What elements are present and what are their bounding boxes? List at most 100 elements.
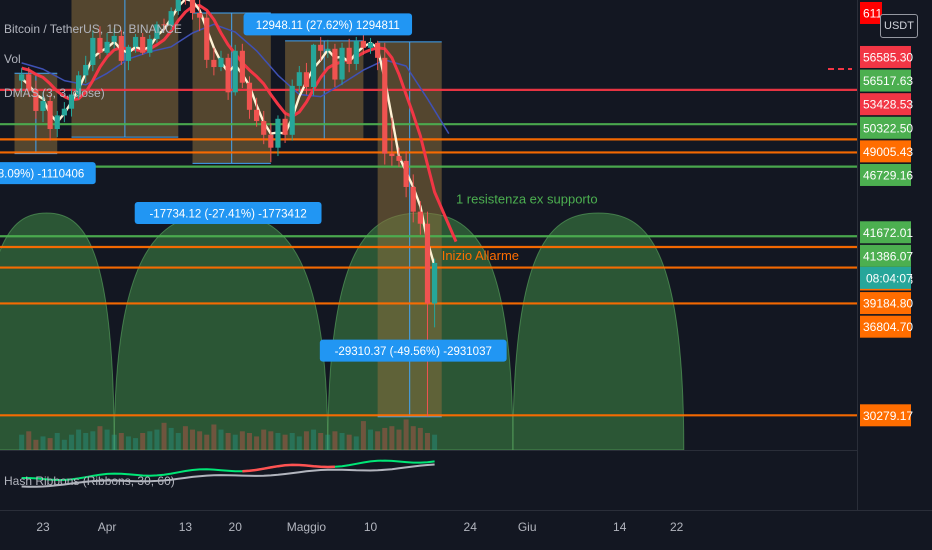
candle[interactable]	[97, 26, 103, 59]
candle[interactable]	[282, 113, 288, 143]
candle[interactable]	[396, 147, 402, 168]
candle[interactable]	[268, 123, 274, 163]
candle[interactable]	[303, 62, 310, 95]
candle[interactable]	[310, 43, 317, 96]
candle[interactable]	[147, 34, 153, 57]
dmas-legend[interactable]: DMAS (3, 3, close)	[4, 86, 105, 100]
candle[interactable]	[403, 151, 409, 198]
candle[interactable]	[26, 67, 32, 97]
volume-bar	[125, 436, 131, 450]
measure-label-bg	[243, 13, 413, 36]
candle[interactable]	[432, 258, 438, 328]
symbol-title[interactable]: Bitcoin / TetherUS, 1D, BINANCE	[4, 22, 182, 36]
price-tag[interactable]: 39184.80	[860, 292, 913, 315]
candle[interactable]	[332, 43, 338, 87]
candles[interactable]	[19, 0, 438, 417]
hash-ribbons-pane[interactable]: Hash Ribbons (Ribbons, 30, 60)160000000.…	[0, 450, 932, 510]
measure-label[interactable]: -17734.12 (-27.41%) -1773412	[134, 201, 322, 224]
candle[interactable]	[132, 33, 139, 53]
volume-bar	[225, 433, 231, 450]
price-tag[interactable]: 50322.50	[860, 116, 913, 139]
candle[interactable]	[168, 7, 174, 31]
ribbon-fast	[21, 459, 435, 482]
candle[interactable]	[183, 0, 188, 5]
candle[interactable]	[189, 0, 196, 20]
candle[interactable]	[239, 43, 245, 89]
candle[interactable]	[275, 115, 281, 157]
candle[interactable]	[254, 97, 260, 127]
measure-label[interactable]: -29310.37 (-49.56%) -2931037	[319, 339, 507, 362]
measure-labels[interactable]: 14936.43 (29.76%) 149364312948.11 (27.62…	[0, 0, 507, 362]
time-tick: 14	[613, 520, 627, 534]
price-tag[interactable]: 46729.16	[860, 163, 913, 186]
candle[interactable]	[61, 102, 67, 123]
candle[interactable]	[261, 110, 267, 145]
candle[interactable]	[118, 30, 124, 65]
candle[interactable]	[375, 40, 381, 71]
candle[interactable]	[367, 37, 374, 54]
candle[interactable]	[76, 71, 82, 99]
candle[interactable]	[325, 39, 331, 58]
price-tag-text: 56585.30	[863, 50, 913, 64]
price-tag[interactable]: 56585.30	[860, 45, 913, 68]
candle[interactable]	[417, 201, 423, 235]
price-tag[interactable]: 49005.43	[860, 140, 913, 163]
measure-label[interactable]: -18.09%) -1110406	[0, 162, 96, 185]
candle[interactable]	[346, 38, 352, 73]
candle[interactable]	[318, 36, 324, 61]
candle[interactable]	[175, 0, 181, 15]
candle[interactable]	[225, 53, 231, 100]
time-tick: Maggio	[287, 520, 327, 534]
candle[interactable]	[389, 117, 395, 166]
price-tag[interactable]: 611	[860, 1, 882, 24]
candle[interactable]	[83, 55, 89, 83]
volume-bar	[47, 438, 53, 450]
candle[interactable]	[68, 89, 75, 117]
volume-bar	[296, 436, 302, 450]
currency-button[interactable]: USDT	[880, 14, 918, 38]
candle[interactable]	[211, 47, 217, 76]
candle[interactable]	[33, 80, 39, 119]
price-tag[interactable]: 36804.70	[860, 315, 913, 338]
candle[interactable]	[125, 44, 132, 71]
volume-bar	[246, 433, 252, 450]
candle[interactable]	[353, 36, 359, 71]
candle[interactable]	[54, 110, 60, 138]
candle[interactable]	[204, 12, 210, 69]
volume-bar	[254, 436, 260, 450]
candle[interactable]	[47, 94, 53, 141]
price-tag[interactable]: 30279.17	[860, 404, 913, 427]
price-tag[interactable]: 56517.63	[860, 69, 913, 92]
measure-label[interactable]: 12948.11 (27.62%) 1294811	[243, 13, 413, 36]
candle[interactable]	[339, 42, 345, 85]
candle[interactable]	[154, 21, 160, 43]
candle[interactable]	[296, 66, 302, 93]
volume-bar	[325, 434, 331, 450]
candle[interactable]	[382, 42, 388, 165]
time-axis[interactable]: 23 Apr 13 20 Maggio 10 24 Giu 14 22	[0, 510, 932, 550]
price-tag[interactable]: 53428.53	[860, 93, 913, 116]
candle[interactable]	[218, 50, 224, 72]
candle[interactable]	[424, 211, 431, 417]
candle[interactable]	[232, 44, 238, 96]
candle[interactable]	[197, 0, 203, 32]
candle[interactable]	[90, 30, 96, 72]
candle[interactable]	[40, 92, 46, 123]
time-tick: Giu	[518, 520, 537, 534]
candle[interactable]	[161, 18, 167, 32]
volume-bar	[275, 433, 281, 450]
price-tag[interactable]: 41672.01	[860, 221, 913, 244]
candle[interactable]	[19, 68, 25, 93]
candle[interactable]	[289, 79, 295, 141]
candle[interactable]	[410, 174, 416, 223]
price-axis[interactable]: 611 56585.30 56517.63 53428.53 50322.50 49005…	[857, 0, 932, 510]
candle[interactable]	[104, 33, 110, 55]
candle[interactable]	[111, 28, 117, 49]
candle[interactable]	[246, 76, 253, 119]
indicator-legend[interactable]: Hash Ribbons (Ribbons, 30, 60)	[4, 474, 175, 488]
volume-legend[interactable]: Vol	[4, 52, 21, 66]
price-tag[interactable]: 41386.07	[860, 244, 913, 267]
candle-body	[175, 0, 181, 12]
candle[interactable]	[140, 33, 146, 55]
